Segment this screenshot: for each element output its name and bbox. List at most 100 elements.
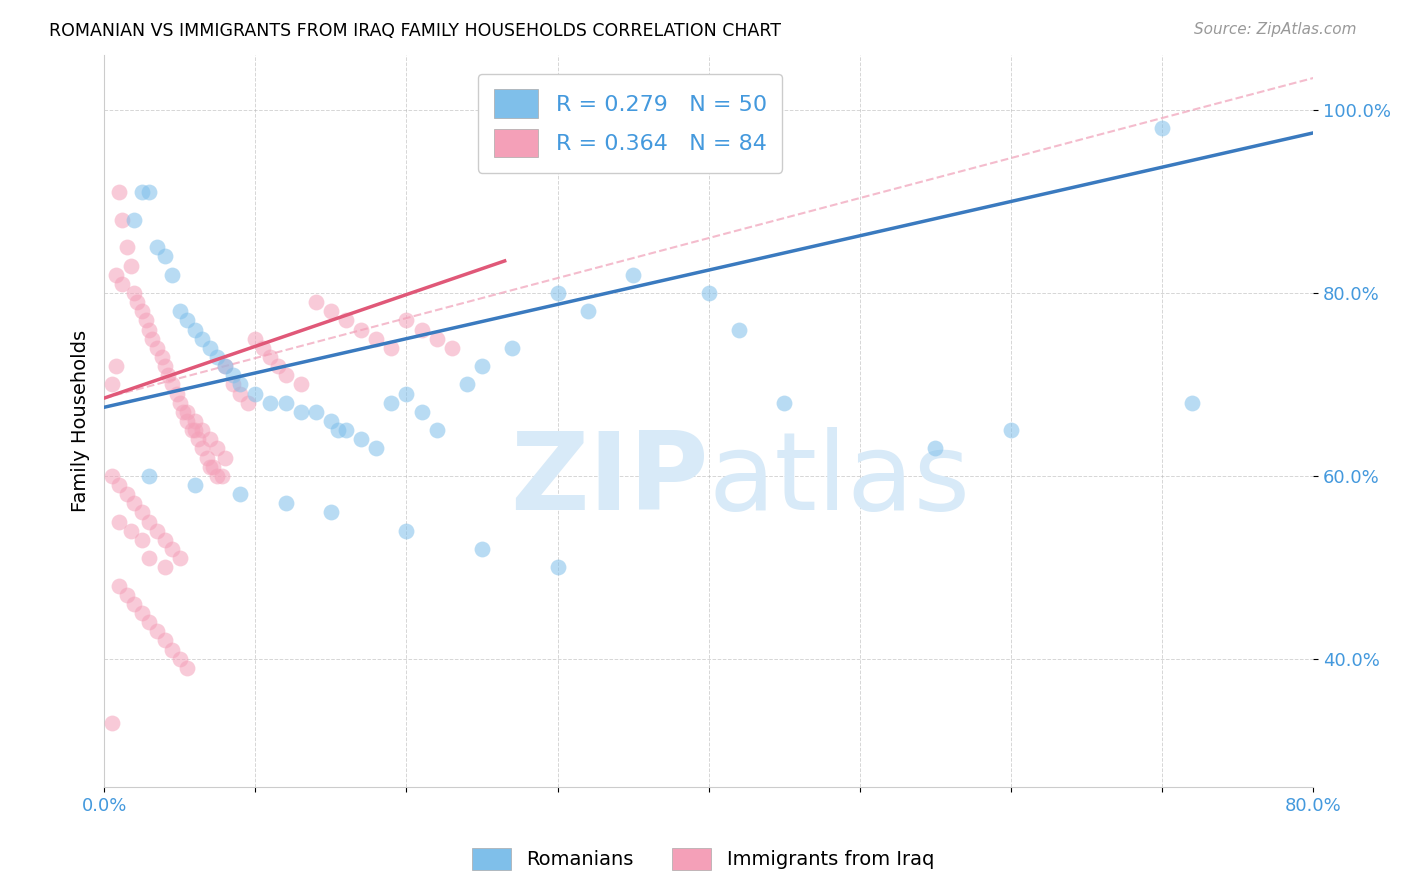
Point xyxy=(138,615,160,630)
Point xyxy=(198,432,221,446)
Point xyxy=(176,405,198,419)
Point xyxy=(290,377,312,392)
Point xyxy=(456,377,478,392)
Point xyxy=(105,268,128,282)
Point xyxy=(124,285,146,300)
Point xyxy=(100,377,122,392)
Point xyxy=(259,350,281,364)
Point xyxy=(100,468,122,483)
Point xyxy=(1000,423,1022,437)
Point xyxy=(621,268,644,282)
Point xyxy=(328,423,350,437)
Point xyxy=(471,542,494,557)
Point xyxy=(141,332,163,346)
Point xyxy=(214,450,236,465)
Point xyxy=(184,322,207,336)
Point xyxy=(160,377,183,392)
Point xyxy=(180,423,202,437)
Point xyxy=(395,386,418,401)
Point xyxy=(124,212,146,227)
Point xyxy=(198,459,221,474)
Point xyxy=(501,341,523,355)
Point xyxy=(131,304,153,318)
Point xyxy=(728,322,751,336)
Point xyxy=(366,332,388,346)
Text: atlas: atlas xyxy=(709,426,970,533)
Point xyxy=(169,551,191,566)
Point xyxy=(138,551,160,566)
Point xyxy=(319,505,342,519)
Point xyxy=(160,642,183,657)
Point xyxy=(153,560,176,574)
Point xyxy=(290,405,312,419)
Point xyxy=(335,423,357,437)
Point xyxy=(153,249,176,263)
Point xyxy=(245,386,267,401)
Point xyxy=(207,442,229,456)
Point xyxy=(169,395,191,409)
Point xyxy=(350,432,373,446)
Text: ROMANIAN VS IMMIGRANTS FROM IRAQ FAMILY HOUSEHOLDS CORRELATION CHART: ROMANIAN VS IMMIGRANTS FROM IRAQ FAMILY … xyxy=(49,22,782,40)
Point xyxy=(146,624,169,639)
Point xyxy=(131,186,153,200)
Point xyxy=(426,423,449,437)
Point xyxy=(108,515,131,529)
Point xyxy=(380,341,402,355)
Point xyxy=(138,322,160,336)
Point xyxy=(135,313,157,327)
Point xyxy=(160,268,183,282)
Point xyxy=(131,533,153,547)
Point xyxy=(1152,121,1174,136)
Point xyxy=(115,240,138,254)
Point xyxy=(138,515,160,529)
Point xyxy=(111,277,134,291)
Point xyxy=(547,285,569,300)
Point xyxy=(229,377,252,392)
Point xyxy=(214,359,236,373)
Y-axis label: Family Households: Family Households xyxy=(72,330,90,512)
Point xyxy=(120,524,142,538)
Point xyxy=(184,478,207,492)
Point xyxy=(138,468,160,483)
Point xyxy=(211,468,233,483)
Point xyxy=(153,359,176,373)
Legend: Romanians, Immigrants from Iraq: Romanians, Immigrants from Iraq xyxy=(464,839,942,878)
Point xyxy=(395,313,418,327)
Point xyxy=(305,405,328,419)
Point xyxy=(245,332,267,346)
Point xyxy=(229,386,252,401)
Point xyxy=(156,368,179,383)
Point xyxy=(191,442,214,456)
Point xyxy=(191,332,214,346)
Point xyxy=(191,423,214,437)
Point xyxy=(176,661,198,675)
Point xyxy=(773,395,796,409)
Point xyxy=(471,359,494,373)
Point xyxy=(236,395,259,409)
Point xyxy=(108,579,131,593)
Point xyxy=(115,487,138,501)
Point xyxy=(169,652,191,666)
Point xyxy=(395,524,418,538)
Point xyxy=(411,322,433,336)
Point xyxy=(160,542,183,557)
Point xyxy=(319,414,342,428)
Point xyxy=(221,377,243,392)
Point xyxy=(108,478,131,492)
Point xyxy=(201,459,224,474)
Point xyxy=(274,496,297,510)
Point xyxy=(198,341,221,355)
Point xyxy=(169,304,191,318)
Point xyxy=(229,487,252,501)
Point xyxy=(335,313,357,327)
Point xyxy=(440,341,463,355)
Point xyxy=(1181,395,1204,409)
Point xyxy=(319,304,342,318)
Legend: R = 0.279   N = 50, R = 0.364   N = 84: R = 0.279 N = 50, R = 0.364 N = 84 xyxy=(478,73,783,173)
Point xyxy=(131,505,153,519)
Point xyxy=(146,341,169,355)
Point xyxy=(274,368,297,383)
Point xyxy=(214,359,236,373)
Point xyxy=(366,442,388,456)
Point xyxy=(274,395,297,409)
